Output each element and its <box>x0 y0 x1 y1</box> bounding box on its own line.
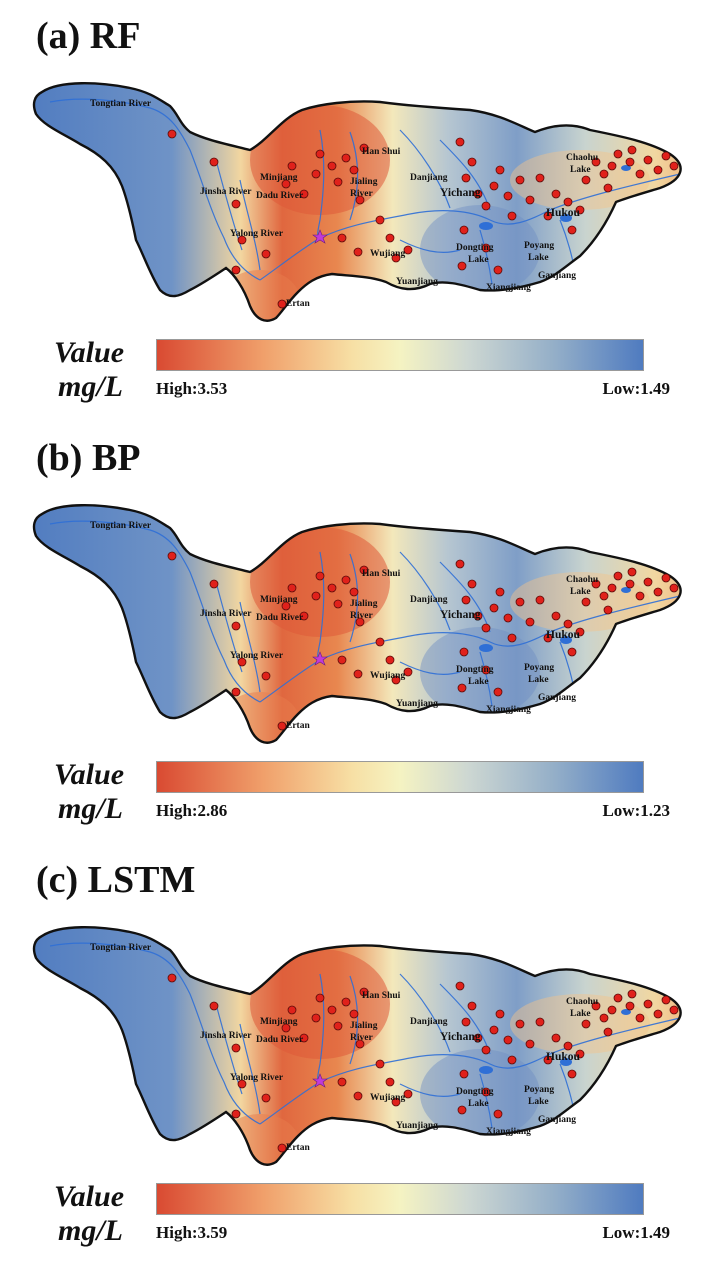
panel-lstm: (c) LSTM Value mg/L High:3.59 Low:1.49 <box>0 858 728 1286</box>
legend-value-label: Value <box>54 758 125 791</box>
legend-unit-label: mg/L <box>58 370 123 403</box>
panel-title: (b) BP <box>36 437 141 479</box>
colorbar <box>156 761 644 793</box>
legend-value-label: Value <box>54 1180 125 1213</box>
colorbar-high-label: High:3.59 <box>156 1223 228 1242</box>
colorbar-low-label: Low:1.49 <box>602 1223 670 1242</box>
basin-map <box>20 70 710 330</box>
colorbar-low-label: Low:1.49 <box>602 379 670 398</box>
panel-title: (a) RF <box>36 15 141 57</box>
panel-bp: (b) BP Value mg/L High:2.86 Low:1.23 <box>0 436 728 864</box>
colorbar <box>156 1183 644 1215</box>
legend-unit-label: mg/L <box>58 792 123 825</box>
panel-rf: (a) RF Value mg/L High:3.53 Low:1.49 <box>0 14 728 442</box>
legend-unit-label: mg/L <box>58 1214 123 1247</box>
colorbar-high-label: High:2.86 <box>156 801 228 820</box>
basin-map <box>20 492 710 752</box>
legend-value-label: Value <box>54 336 125 369</box>
colorbar-high-label: High:3.53 <box>156 379 228 398</box>
colorbar <box>156 339 644 371</box>
basin-map <box>20 914 710 1174</box>
panel-title: (c) LSTM <box>36 859 196 901</box>
colorbar-low-label: Low:1.23 <box>602 801 670 820</box>
